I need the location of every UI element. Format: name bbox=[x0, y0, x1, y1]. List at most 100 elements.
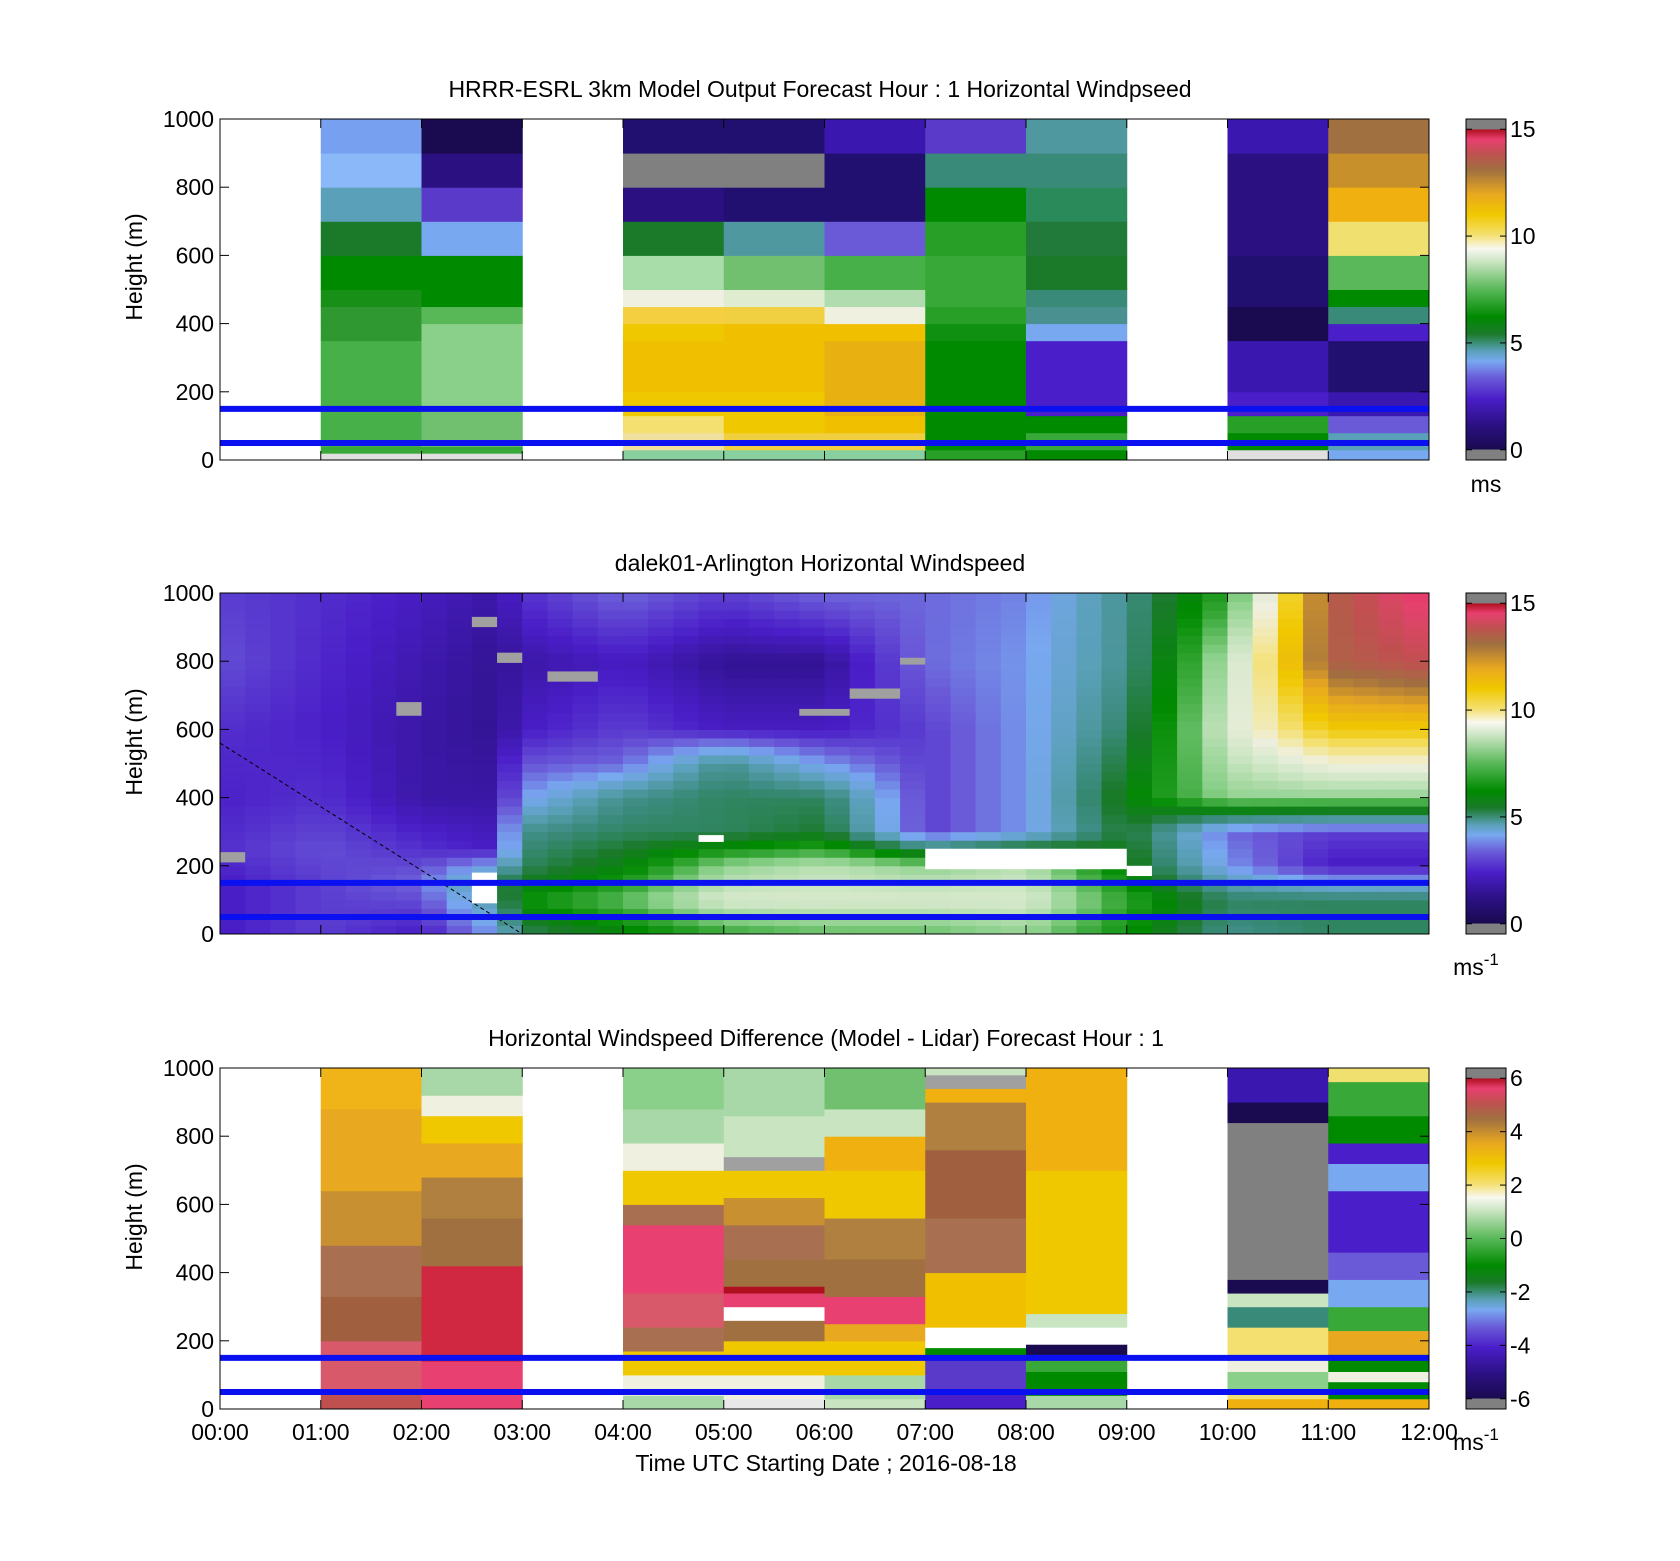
heatmap-cell bbox=[245, 746, 271, 756]
heatmap-cell bbox=[723, 119, 825, 154]
heatmap-cell bbox=[1378, 627, 1405, 637]
heatmap-cell bbox=[774, 899, 800, 909]
heatmap-cell bbox=[421, 908, 448, 918]
heatmap-cell bbox=[320, 763, 347, 773]
heatmap-cell bbox=[270, 806, 297, 816]
heatmap-cell bbox=[220, 874, 246, 884]
heatmap-cell bbox=[1328, 891, 1354, 901]
heatmap-cell bbox=[623, 882, 649, 892]
heatmap-cell bbox=[1403, 729, 1430, 739]
missing-data-cell bbox=[799, 708, 850, 716]
heatmap-cell bbox=[623, 754, 649, 764]
heatmap-cell bbox=[446, 686, 473, 696]
heatmap-cell bbox=[497, 661, 523, 671]
heatmap-cell bbox=[774, 806, 800, 816]
heatmap-cell bbox=[723, 703, 750, 713]
heatmap-cell bbox=[1328, 644, 1354, 654]
heatmap-cell bbox=[925, 797, 951, 807]
heatmap-cell bbox=[623, 153, 725, 188]
heatmap-cell bbox=[1227, 925, 1254, 935]
heatmap-cell bbox=[673, 635, 700, 645]
heatmap-cell bbox=[1051, 780, 1077, 790]
heatmap-cell bbox=[748, 635, 775, 645]
heatmap-cell bbox=[446, 593, 473, 603]
heatmap-cell bbox=[799, 686, 825, 696]
heatmap-cell bbox=[723, 323, 825, 342]
heatmap-cell bbox=[1126, 678, 1153, 688]
heatmap-cell bbox=[1303, 857, 1329, 867]
heatmap-cell bbox=[497, 618, 523, 628]
heatmap-cell bbox=[975, 891, 1002, 901]
heatmap-cell bbox=[1000, 661, 1027, 671]
heatmap-cell bbox=[270, 686, 297, 696]
heatmap-cell bbox=[824, 415, 926, 434]
heatmap-cell bbox=[572, 908, 599, 918]
heatmap-cell bbox=[849, 780, 876, 790]
heatmap-cell bbox=[1328, 306, 1430, 325]
heatmap-cell bbox=[774, 763, 800, 773]
heatmap-cell bbox=[1353, 840, 1380, 850]
heatmap-cell bbox=[1101, 678, 1128, 688]
heatmap-cell bbox=[320, 1296, 422, 1342]
heatmap-cell bbox=[270, 610, 297, 620]
heatmap-cell bbox=[698, 678, 725, 688]
heatmap-cell bbox=[1277, 925, 1304, 935]
heatmap-cell bbox=[1252, 857, 1279, 867]
heatmap-cell bbox=[748, 746, 775, 756]
heatmap-cell bbox=[1403, 635, 1430, 645]
heatmap-cell bbox=[1303, 610, 1329, 620]
heatmap-cell bbox=[774, 797, 800, 807]
heatmap-cell bbox=[1076, 865, 1103, 875]
heatmap-cell bbox=[849, 635, 876, 645]
heatmap-cell bbox=[623, 1170, 725, 1205]
heatmap-cell bbox=[1177, 899, 1203, 909]
heatmap-cell bbox=[371, 925, 397, 935]
heatmap-cell bbox=[1076, 823, 1103, 833]
heatmap-cell bbox=[270, 891, 297, 901]
x-tick-label: 04:00 bbox=[594, 1419, 652, 1445]
heatmap-cell bbox=[1151, 627, 1178, 637]
heatmap-cell bbox=[245, 652, 271, 662]
panel-title: Horizontal Windspeed Difference (Model -… bbox=[488, 1025, 1164, 1051]
heatmap-cell bbox=[975, 831, 1002, 841]
heatmap-cell bbox=[1076, 627, 1103, 637]
heatmap-cell bbox=[698, 729, 725, 739]
heatmap-cell bbox=[371, 610, 397, 620]
heatmap-cell bbox=[1252, 686, 1279, 696]
heatmap-cell bbox=[1126, 814, 1153, 824]
heatmap-cell bbox=[497, 601, 523, 611]
heatmap-cell bbox=[371, 882, 397, 892]
heatmap-cell bbox=[1126, 601, 1153, 611]
heatmap-cell bbox=[849, 669, 876, 679]
colorbar-unit: ms-1 bbox=[1453, 950, 1499, 980]
heatmap-cell bbox=[371, 916, 397, 926]
heatmap-cell bbox=[446, 899, 473, 909]
heatmap-cell bbox=[471, 797, 498, 807]
heatmap-cell bbox=[446, 806, 473, 816]
heatmap-cell bbox=[824, 1170, 926, 1219]
heatmap-cell bbox=[698, 627, 725, 637]
heatmap-cell bbox=[295, 686, 322, 696]
heatmap-cell bbox=[1126, 712, 1153, 722]
heatmap-cell bbox=[849, 899, 876, 909]
heatmap-cell bbox=[1101, 806, 1128, 816]
heatmap-cell bbox=[1126, 644, 1153, 654]
heatmap-cell bbox=[1353, 908, 1380, 918]
heatmap-cell bbox=[597, 840, 624, 850]
heatmap-cell bbox=[320, 874, 347, 884]
heatmap-cell bbox=[648, 601, 674, 611]
heatmap-cell bbox=[1277, 627, 1304, 637]
heatmap-cell bbox=[522, 746, 548, 756]
heatmap-cell bbox=[623, 289, 725, 308]
heatmap-cell bbox=[1227, 289, 1329, 308]
heatmap-cell bbox=[1000, 669, 1027, 679]
heatmap-cell bbox=[824, 1296, 926, 1325]
heatmap-cell bbox=[799, 848, 825, 858]
heatmap-cell bbox=[245, 925, 271, 935]
heatmap-cell bbox=[925, 1327, 1027, 1349]
heatmap-cell bbox=[446, 857, 473, 867]
heatmap-cell bbox=[1177, 772, 1203, 782]
heatmap-cell bbox=[824, 823, 851, 833]
heatmap-cell bbox=[522, 763, 548, 773]
heatmap-cell bbox=[925, 772, 951, 782]
